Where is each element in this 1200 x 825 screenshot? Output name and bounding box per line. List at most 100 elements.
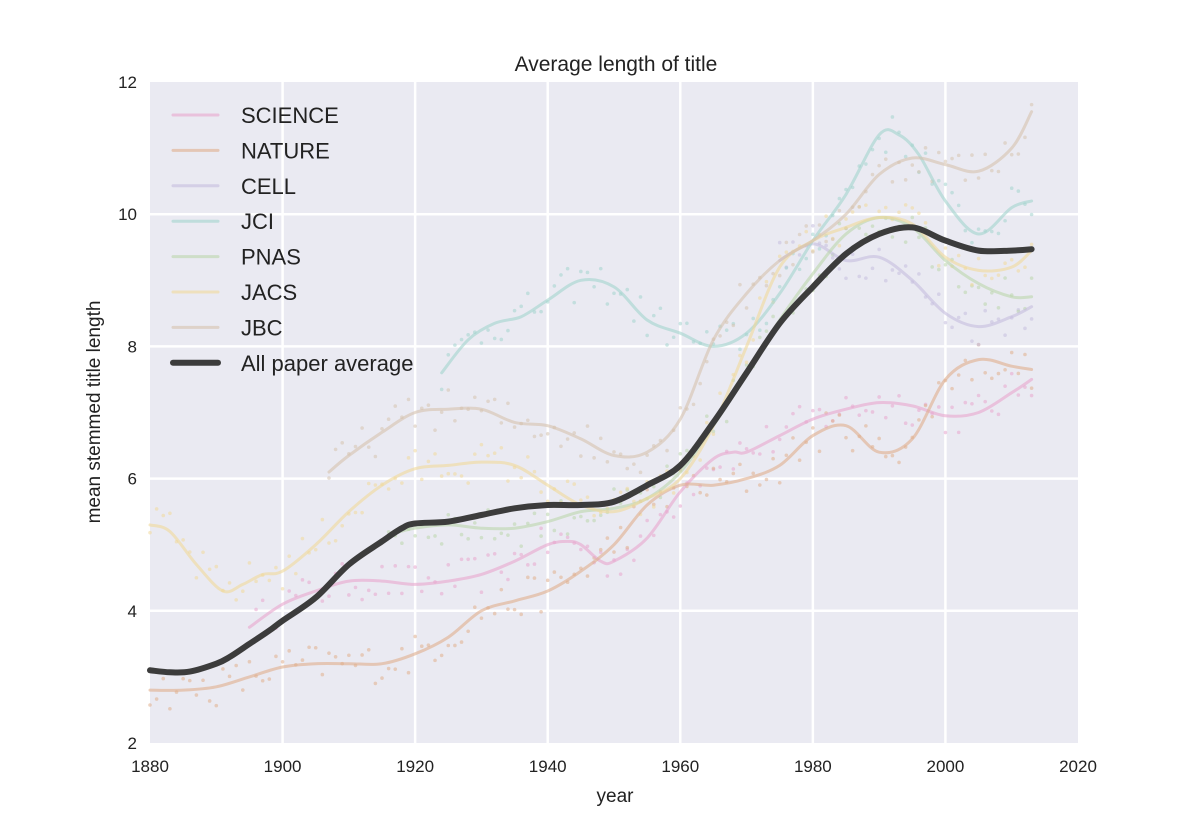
data-point: [671, 491, 676, 495]
data-point: [572, 515, 577, 520]
data-point: [976, 285, 981, 290]
data-point: [877, 163, 881, 168]
data-point: [254, 579, 258, 584]
data-point: [824, 239, 828, 244]
data-point: [897, 210, 901, 215]
data-point: [738, 282, 742, 287]
data-point: [327, 476, 331, 480]
data-point: [976, 393, 981, 398]
data-point: [937, 267, 941, 272]
data-point: [837, 196, 842, 201]
data-point: [565, 535, 570, 540]
data-point: [526, 521, 530, 526]
data-point: [499, 337, 504, 342]
data-point: [201, 678, 205, 683]
data-point: [711, 466, 716, 471]
data-point: [1023, 135, 1027, 140]
data-point: [605, 302, 610, 306]
data-point: [698, 490, 702, 495]
data-point: [956, 284, 961, 289]
data-point: [453, 643, 457, 648]
data-point: [353, 444, 358, 449]
data-point: [148, 703, 152, 707]
data-point: [678, 321, 683, 326]
data-point: [453, 584, 457, 589]
data-point: [274, 654, 278, 659]
x-tick-label: 1940: [529, 757, 567, 776]
data-point: [705, 414, 709, 418]
data-point: [870, 266, 875, 271]
data-point: [638, 470, 643, 475]
data-point: [267, 578, 272, 583]
data-point: [1003, 261, 1007, 266]
data-point: [532, 434, 537, 439]
data-point: [168, 706, 172, 711]
data-point: [685, 321, 689, 326]
data-point: [983, 152, 987, 157]
data-point: [698, 381, 702, 386]
data-point: [903, 203, 908, 207]
data-point: [632, 462, 636, 466]
data-point: [479, 616, 484, 620]
data-point: [559, 575, 563, 580]
data-point: [923, 151, 928, 155]
data-point: [1023, 326, 1027, 331]
data-point: [1029, 317, 1034, 321]
data-point: [1029, 102, 1034, 107]
data-point: [393, 667, 398, 671]
data-point: [804, 224, 809, 228]
data-point: [917, 169, 921, 174]
data-point: [1029, 242, 1034, 247]
data-point: [439, 410, 444, 414]
data-point: [771, 456, 775, 461]
data-point: [923, 146, 928, 150]
data-point: [486, 399, 490, 404]
data-point: [406, 564, 411, 569]
data-point: [492, 611, 497, 616]
data-point: [777, 284, 782, 289]
data-point: [864, 276, 868, 280]
data-point: [990, 409, 994, 413]
data-point: [565, 479, 570, 484]
data-point: [970, 153, 974, 157]
data-point: [353, 510, 358, 515]
data-point: [758, 328, 762, 332]
data-point: [419, 477, 424, 482]
data-point: [433, 428, 437, 432]
data-point: [526, 418, 530, 423]
data-point: [466, 537, 470, 541]
data-point: [466, 557, 470, 562]
data-point: [724, 419, 729, 424]
y-tick-label: 2: [128, 734, 137, 753]
data-point: [512, 522, 517, 526]
data-point: [479, 442, 484, 447]
data-point: [400, 591, 404, 596]
data-point: [459, 557, 464, 562]
data-point: [784, 266, 789, 270]
data-point: [638, 534, 643, 538]
data-point: [386, 591, 391, 596]
data-point: [347, 593, 351, 597]
data-point: [313, 645, 318, 650]
data-point: [148, 530, 152, 535]
data-point: [294, 571, 298, 576]
data-point: [731, 323, 736, 328]
data-point: [539, 609, 543, 614]
data-point: [1029, 212, 1034, 217]
data-point: [386, 417, 391, 422]
data-point: [406, 397, 411, 402]
data-point: [950, 190, 954, 195]
data-point: [751, 451, 755, 455]
data-point: [864, 162, 868, 166]
data-point: [970, 401, 974, 406]
data-point: [479, 590, 484, 595]
data-point: [207, 567, 212, 572]
data-point: [625, 466, 630, 471]
data-point: [532, 511, 537, 516]
data-point: [579, 269, 583, 274]
data-point: [512, 551, 517, 556]
y-tick-label: 6: [128, 470, 137, 489]
data-point: [883, 454, 888, 459]
data-point: [764, 283, 769, 288]
data-point: [890, 115, 895, 119]
